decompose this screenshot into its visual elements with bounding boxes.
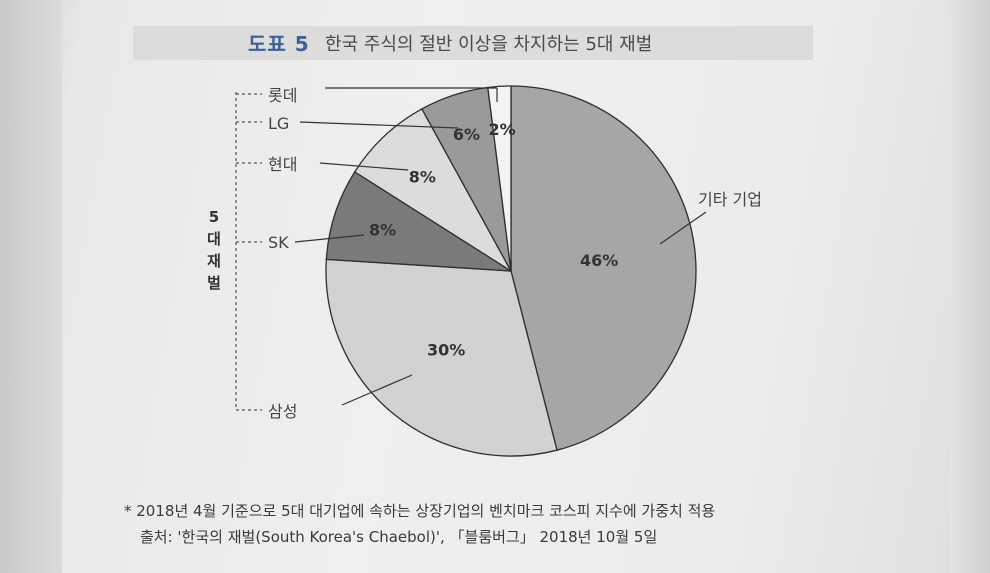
page-edge xyxy=(950,0,990,573)
leader-line-sk xyxy=(294,234,365,243)
percent-label-hyundai: 8% xyxy=(409,168,436,187)
pie-slices xyxy=(325,85,697,457)
percent-label-others: 46% xyxy=(580,251,618,270)
category-label-lotte: 롯데 xyxy=(268,86,297,105)
percent-label-lg: 6% xyxy=(453,125,480,144)
leader-lines xyxy=(294,87,707,406)
category-label-samsung: 삼성 xyxy=(268,402,297,421)
pie-slice-others xyxy=(510,85,697,451)
leader-line-others xyxy=(659,211,707,245)
category-label-others: 기타 기업 xyxy=(698,190,762,209)
title-band xyxy=(133,26,813,60)
pie-slice-sk xyxy=(325,170,512,272)
category-label-sk: SK xyxy=(268,233,289,252)
group-label-char: 재 xyxy=(207,252,221,270)
page-gutter xyxy=(0,0,62,573)
figure-title: 한국 주식의 절반 이상을 차지하는 5대 재벌 xyxy=(325,34,653,55)
category-label-hyundai: 현대 xyxy=(268,155,297,174)
percent-labels: 46% 30% 8% 8% 6% 2% xyxy=(369,120,618,360)
leader-line-hyundai xyxy=(319,162,409,171)
group-label-char: 벌 xyxy=(207,274,221,292)
leader-line-lg xyxy=(299,121,459,129)
group-bracket xyxy=(235,92,262,411)
pie-slice-samsung xyxy=(325,258,558,457)
group-label-char: 대 xyxy=(207,230,221,248)
percent-label-samsung: 30% xyxy=(427,340,465,359)
footnote-note: * 2018년 4월 기준으로 5대 대기업에 속하는 상장기업의 벤치마크 코… xyxy=(124,502,716,520)
group-label-char: 5 xyxy=(209,208,219,226)
figure-number: 도표 5 xyxy=(248,32,310,56)
pie-slice-hyundai xyxy=(353,108,512,272)
percent-label-sk: 8% xyxy=(369,220,396,239)
footnote-source: 출처: '한국의 재벌(South Korea's Chaebol)', 「블룸… xyxy=(140,528,658,546)
leader-line-samsung xyxy=(341,374,413,406)
category-label-lg: LG xyxy=(268,114,289,133)
percent-label-lotte: 2% xyxy=(488,120,515,139)
